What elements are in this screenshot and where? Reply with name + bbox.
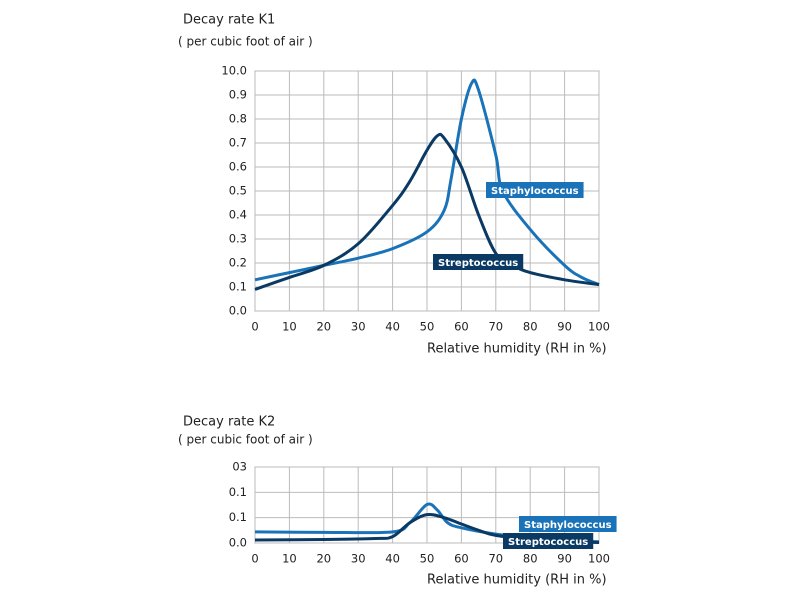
y-tick-label: 0.1 <box>229 485 247 499</box>
x-tick-label: 60 <box>454 320 469 334</box>
x-tick-label: 30 <box>351 320 366 334</box>
chart-subtitle: ( per cubic foot of air ) <box>178 35 313 49</box>
chart-subtitle: ( per cubic foot of air ) <box>178 433 313 447</box>
x-tick-label: 80 <box>523 320 538 334</box>
x-tick-label: 50 <box>420 320 435 334</box>
x-tick-label: 90 <box>557 552 572 566</box>
x-tick-label: 100 <box>588 320 610 334</box>
legend-label: Staphylococcus <box>524 520 612 531</box>
x-tick-label: 70 <box>488 552 503 566</box>
y-tick-label: 0.9 <box>229 88 247 102</box>
x-axis-label: Relative humidity (RH in %) <box>427 342 607 357</box>
y-tick-label: 0.5 <box>229 184 247 198</box>
y-tick-label: 10.0 <box>221 64 247 78</box>
x-tick-label: 0 <box>251 552 258 566</box>
series-line <box>254 78 600 286</box>
x-tick-label: 40 <box>385 320 400 334</box>
legend-box <box>503 533 594 549</box>
x-tick-label: 60 <box>454 552 469 566</box>
x-tick-label: 90 <box>557 320 572 334</box>
x-tick-label: 30 <box>351 552 366 566</box>
legend-box <box>433 254 524 270</box>
x-tick-label: 80 <box>523 552 538 566</box>
y-tick-label: 0.2 <box>229 256 247 270</box>
y-tick-label: 0.1 <box>229 280 247 294</box>
legend-label: Streptococcus <box>438 258 518 269</box>
x-tick-label: 70 <box>488 320 503 334</box>
legend-box <box>519 516 617 532</box>
chart-title: Decay rate K2 <box>183 415 275 430</box>
x-tick-label: 10 <box>282 552 297 566</box>
legend-label: Staphylococcus <box>491 186 579 197</box>
y-tick-label: 0.1 <box>229 510 247 524</box>
y-tick-label: 03 <box>232 460 247 474</box>
legend-label: Streptococcus <box>508 537 588 548</box>
y-tick-label: 0.0 <box>229 536 247 550</box>
y-tick-label: 0.3 <box>229 232 247 246</box>
y-tick-label: 0.0 <box>229 304 247 318</box>
x-tick-label: 10 <box>282 320 297 334</box>
y-tick-label: 0.8 <box>229 112 247 126</box>
x-tick-label: 40 <box>385 552 400 566</box>
y-tick-label: 0.4 <box>229 208 247 222</box>
x-tick-label: 50 <box>420 552 435 566</box>
chart-title: Decay rate K1 <box>183 13 275 28</box>
legend-box <box>486 182 584 198</box>
x-axis-label: Relative humidity (RH in %) <box>427 573 607 588</box>
y-tick-label: 0.7 <box>229 136 247 150</box>
x-tick-label: 20 <box>316 552 331 566</box>
x-tick-label: 100 <box>588 552 610 566</box>
x-tick-label: 0 <box>251 320 258 334</box>
x-tick-label: 20 <box>316 320 331 334</box>
y-tick-label: 0.6 <box>229 160 247 174</box>
